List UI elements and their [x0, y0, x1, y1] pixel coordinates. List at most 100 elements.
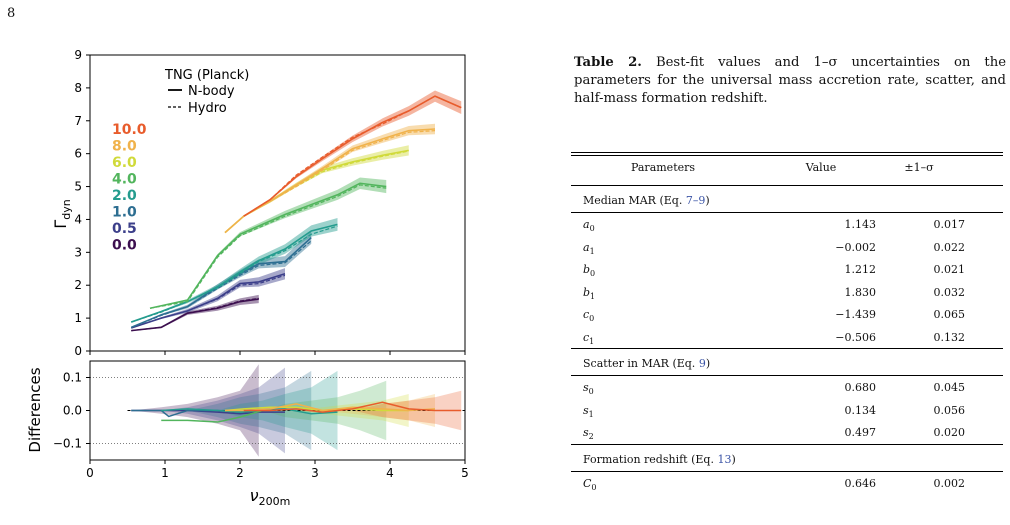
top-lines: [130, 95, 462, 332]
hydro-line-z8.0: [224, 130, 436, 234]
param-value: 0.497: [844, 426, 877, 439]
y-tick-label: 6: [74, 147, 82, 161]
hydro-line-z4.0: [149, 184, 387, 309]
param-value: 0.646: [844, 476, 877, 490]
y-tick-label: 9: [74, 48, 82, 62]
y-tick-label: 0: [74, 344, 82, 358]
table-section-title: Formation redshift (Eq. 13): [571, 445, 1003, 471]
table-row: b0 1.212 0.021: [571, 258, 1003, 281]
param-name: s1: [583, 403, 594, 419]
y-tick-label: 7: [74, 114, 82, 128]
uncertainty-band-z8.0: [225, 123, 435, 233]
param-uncertainty: 0.065: [933, 308, 966, 321]
bottom-x-ticks: 0 1 2 3 4 5: [86, 351, 469, 480]
legend-title: TNG (Planck): [164, 68, 249, 83]
redshift-label: 0.0: [112, 238, 137, 254]
table-body: Median MAR (Eq. 7–9) a0 1.143 0.017 a1 −0.002…: [571, 186, 1003, 494]
nbody-line-z8.0: [224, 128, 436, 234]
table-section-title: Scatter in MAR (Eq. 9): [571, 349, 1003, 375]
difference-line: [161, 408, 338, 415]
section-title-text: Formation redshift (Eq. 13): [583, 452, 736, 466]
param-value: −0.002: [835, 240, 876, 254]
redshift-label: 8.0: [112, 139, 137, 155]
hydro-line-z0.5: [131, 274, 286, 329]
redshift-label: 6.0: [112, 155, 137, 171]
param-value: 1.212: [844, 263, 877, 276]
param-name: s0: [583, 381, 594, 397]
param-name: b0: [583, 263, 596, 279]
bottom-x-axis-label: ν200m: [250, 486, 291, 508]
table-row: c0 −1.439 0.065: [571, 303, 1003, 326]
param-name: a1: [583, 240, 595, 256]
redshift-label: 4.0: [112, 172, 137, 188]
uncertainty-band-z0.0: [131, 294, 259, 331]
y-tick-label: 5: [74, 180, 82, 194]
difference-line: [224, 406, 409, 412]
y-tick-label: 0.0: [63, 404, 82, 418]
top-y-ticks: 0 1 2 3 4 5 6 7 8 9: [74, 48, 90, 358]
param-value: −1.439: [835, 308, 876, 321]
table-row: s1 0.134 0.056: [571, 399, 1003, 422]
uncertainty-band-z0.5: [131, 268, 285, 328]
figure-panels: 0 1 2 3 4 5 6 7 8 9 −0.1 0.0 0.1 0 1 2 3 4 5 Γdyn Differ…: [26, 48, 469, 508]
param-name: c1: [583, 330, 595, 346]
param-uncertainty: 0.017: [933, 218, 966, 231]
header-parameters: Parameters: [630, 161, 696, 174]
uncertainty-band-z4.0: [150, 177, 387, 309]
param-value: 0.680: [844, 381, 877, 394]
table-row: c1 −0.506 0.132: [571, 326, 1003, 349]
xlabel-main: ν: [250, 486, 259, 505]
y-tick-label: 4: [74, 212, 82, 226]
caption-text: Best-fit values and 1–σ uncertainties on…: [574, 55, 1006, 106]
bottom-y-ticks: −0.1 0.0 0.1: [53, 371, 90, 451]
table-header-row: Parameters Value ±1–σ: [571, 156, 1003, 179]
equation-ref-link[interactable]: 13: [717, 452, 732, 466]
param-uncertainty: 0.056: [933, 403, 966, 417]
x-tick-label: 5: [461, 466, 469, 480]
parameter-table: Parameters Value ±1–σ Median MAR (Eq. 7–…: [571, 152, 1003, 494]
param-uncertainty: 0.045: [933, 381, 966, 394]
nbody-line-z2.0: [130, 223, 338, 323]
legend-nbody: N-body: [188, 84, 235, 99]
redshift-label: 1.0: [112, 205, 137, 221]
param-value: −0.506: [835, 330, 876, 344]
param-value: 1.830: [844, 285, 877, 299]
param-uncertainty: 0.020: [933, 426, 966, 439]
top-y-axis-label: Γdyn: [51, 199, 73, 228]
param-name: c0: [583, 308, 595, 324]
top-ylabel-main: Γ: [51, 220, 70, 229]
uncertainty-band-z2.0: [131, 217, 338, 323]
x-tick-label: 0: [86, 466, 94, 480]
redshift-label: 10.0: [112, 122, 147, 138]
caption-label: Table 2.: [574, 55, 642, 70]
param-uncertainty: 0.021: [933, 263, 966, 276]
param-name: a0: [583, 218, 595, 234]
y-tick-label: 1: [74, 311, 82, 325]
y-tick-label: 0.1: [63, 371, 82, 385]
xlabel-sub: 200m: [259, 495, 291, 508]
param-value: 0.134: [844, 403, 877, 417]
bottom-y-axis-label: Differences: [26, 367, 44, 452]
table-row: a1 −0.002 0.022: [571, 236, 1003, 259]
param-uncertainty: 0.132: [933, 330, 966, 344]
hydro-line-z0.0: [131, 297, 259, 332]
y-tick-label: 8: [74, 81, 82, 95]
uncertainty-band-z10.0: [243, 90, 462, 217]
equation-ref-link[interactable]: 9: [698, 357, 706, 370]
redshift-label: 2.0: [112, 188, 137, 204]
hydro-line-z1.0: [131, 240, 312, 328]
x-tick-label: 4: [386, 466, 394, 480]
top-ylabel-sub: dyn: [60, 199, 73, 219]
page-number: 8: [7, 6, 16, 21]
nbody-line-z4.0: [149, 182, 387, 310]
header-uncertainty: ±1–σ: [904, 161, 934, 174]
param-name: b1: [583, 285, 596, 301]
x-tick-label: 1: [161, 466, 169, 480]
equation-ref-link[interactable]: 7–9: [685, 194, 706, 207]
table-row: s0 0.680 0.045: [571, 376, 1003, 399]
hydro-line-z10.0: [243, 95, 462, 217]
x-tick-label: 3: [311, 466, 319, 480]
legend-hydro: Hydro: [188, 101, 227, 116]
param-name: C0: [583, 476, 597, 492]
y-tick-label: 2: [74, 278, 82, 292]
